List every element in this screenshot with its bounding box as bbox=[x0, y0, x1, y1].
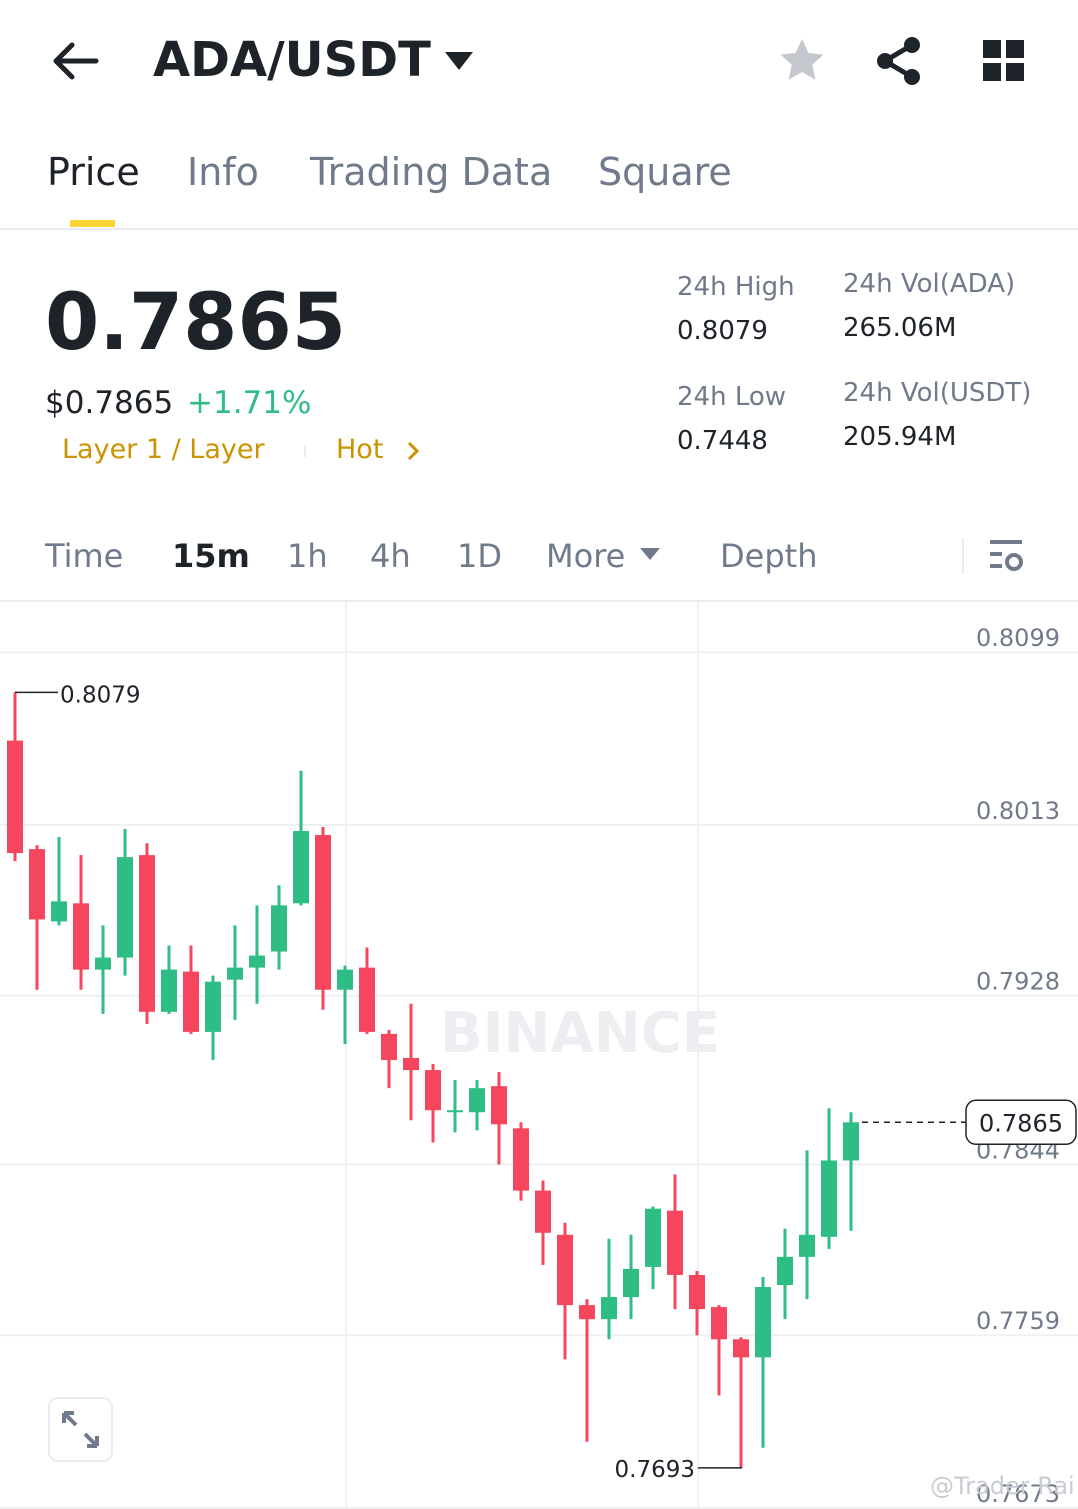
last-price-label: 0.7865 bbox=[979, 1109, 1063, 1137]
y-tick-label: 0.7673 bbox=[976, 1480, 1060, 1508]
candle-body bbox=[557, 1234, 573, 1306]
stat-value: 205.94M bbox=[843, 422, 957, 452]
candle-body bbox=[579, 1305, 595, 1320]
stat-value: 265.06M bbox=[843, 313, 957, 343]
divider bbox=[962, 538, 964, 574]
candle-body bbox=[777, 1256, 793, 1286]
active-tab-indicator bbox=[70, 220, 115, 227]
divider bbox=[0, 600, 1078, 602]
candle-body bbox=[337, 969, 353, 990]
candle-body bbox=[95, 957, 111, 970]
candlestick-chart: 0.80990.80130.79280.78440.77590.7673BINA… bbox=[0, 602, 1078, 1509]
candle-body bbox=[513, 1128, 529, 1191]
candle-body bbox=[799, 1234, 815, 1257]
y-tick-label: 0.8013 bbox=[976, 797, 1060, 825]
interval[interactable]: 4h bbox=[370, 537, 411, 575]
last-price: 0.7865 bbox=[45, 278, 346, 368]
chevron bbox=[407, 441, 420, 461]
tag[interactable]: Layer 1 / Layer bbox=[62, 434, 265, 465]
candle-body bbox=[315, 835, 331, 990]
tab[interactable]: Trading Data bbox=[310, 150, 553, 194]
candle-body bbox=[51, 901, 67, 922]
stat-label: 24h High bbox=[677, 272, 795, 302]
candle-body bbox=[227, 967, 243, 980]
chart-settings[interactable] bbox=[988, 538, 1028, 576]
tab[interactable]: Square bbox=[598, 150, 732, 194]
watermark: @Trader Rai bbox=[930, 1472, 1075, 1500]
interval[interactable]: 15m bbox=[172, 537, 250, 575]
pair-title[interactable]: ADA/USDT bbox=[153, 32, 431, 88]
candle-body bbox=[359, 967, 375, 1032]
y-tick-label: 0.7928 bbox=[976, 968, 1060, 996]
last-price-box bbox=[965, 1099, 1077, 1146]
candle-body bbox=[601, 1297, 617, 1320]
stat-label: 24h Vol(ADA) bbox=[843, 269, 1016, 299]
candle-body bbox=[139, 855, 155, 1012]
candle-body bbox=[183, 971, 199, 1032]
candle-body bbox=[843, 1122, 859, 1161]
candle-body bbox=[447, 1110, 463, 1113]
max-label: 0.8079 bbox=[60, 682, 140, 708]
candle-body bbox=[755, 1287, 771, 1358]
candle-body bbox=[73, 903, 89, 970]
stat-label: 24h Low bbox=[677, 382, 787, 412]
chart-watermark: BINANCE bbox=[440, 1001, 720, 1066]
stat-value: 0.7448 bbox=[677, 426, 768, 456]
stat-label: 24h Vol(USDT) bbox=[843, 378, 1032, 408]
candle-body bbox=[821, 1160, 837, 1237]
candle-body bbox=[381, 1033, 397, 1061]
tab[interactable]: Price bbox=[47, 150, 140, 194]
interval[interactable]: Time bbox=[45, 537, 124, 575]
candle-body bbox=[29, 849, 45, 920]
min-label: 0.7693 bbox=[615, 1457, 695, 1483]
candle-body bbox=[7, 740, 23, 854]
more-dropdown[interactable] bbox=[640, 548, 660, 562]
share-icon[interactable] bbox=[874, 36, 924, 86]
candle-body bbox=[623, 1268, 639, 1298]
grid-menu[interactable] bbox=[983, 40, 1025, 82]
candle-body bbox=[293, 831, 309, 904]
tab[interactable]: Info bbox=[187, 150, 259, 194]
candle-body bbox=[205, 981, 221, 1032]
y-tick-label: 0.7759 bbox=[976, 1307, 1060, 1335]
expand-icon bbox=[62, 1411, 99, 1448]
candle-body bbox=[711, 1307, 727, 1340]
stat-value: 0.8079 bbox=[677, 316, 768, 346]
candle-body bbox=[491, 1086, 507, 1125]
interval[interactable]: 1h bbox=[287, 537, 328, 575]
candle-body bbox=[667, 1210, 683, 1275]
candle-body bbox=[469, 1088, 485, 1113]
divider bbox=[0, 228, 1078, 230]
expand-button[interactable] bbox=[48, 1397, 113, 1462]
candle-body bbox=[161, 969, 177, 1012]
interval[interactable]: 1D bbox=[457, 537, 502, 575]
y-tick-label: 0.8099 bbox=[976, 624, 1060, 652]
candle-body bbox=[733, 1339, 749, 1358]
candle-body bbox=[689, 1274, 705, 1310]
candle-body bbox=[403, 1058, 419, 1071]
favorite-star[interactable] bbox=[778, 37, 826, 85]
pair-dropdown[interactable] bbox=[445, 52, 473, 72]
usd-price: $0.7865 bbox=[45, 385, 174, 421]
candle-body bbox=[249, 955, 265, 968]
candle-body bbox=[271, 905, 287, 952]
back-button[interactable] bbox=[50, 40, 100, 82]
interval[interactable]: More bbox=[546, 537, 626, 575]
tag-separator bbox=[304, 445, 306, 457]
candle-body bbox=[117, 857, 133, 958]
candle-body bbox=[425, 1070, 441, 1111]
candle-body bbox=[535, 1190, 551, 1233]
tag[interactable]: Hot bbox=[336, 434, 384, 465]
price-change: +1.71% bbox=[187, 385, 312, 421]
candle-body bbox=[645, 1208, 661, 1267]
interval[interactable]: Depth bbox=[720, 537, 818, 575]
